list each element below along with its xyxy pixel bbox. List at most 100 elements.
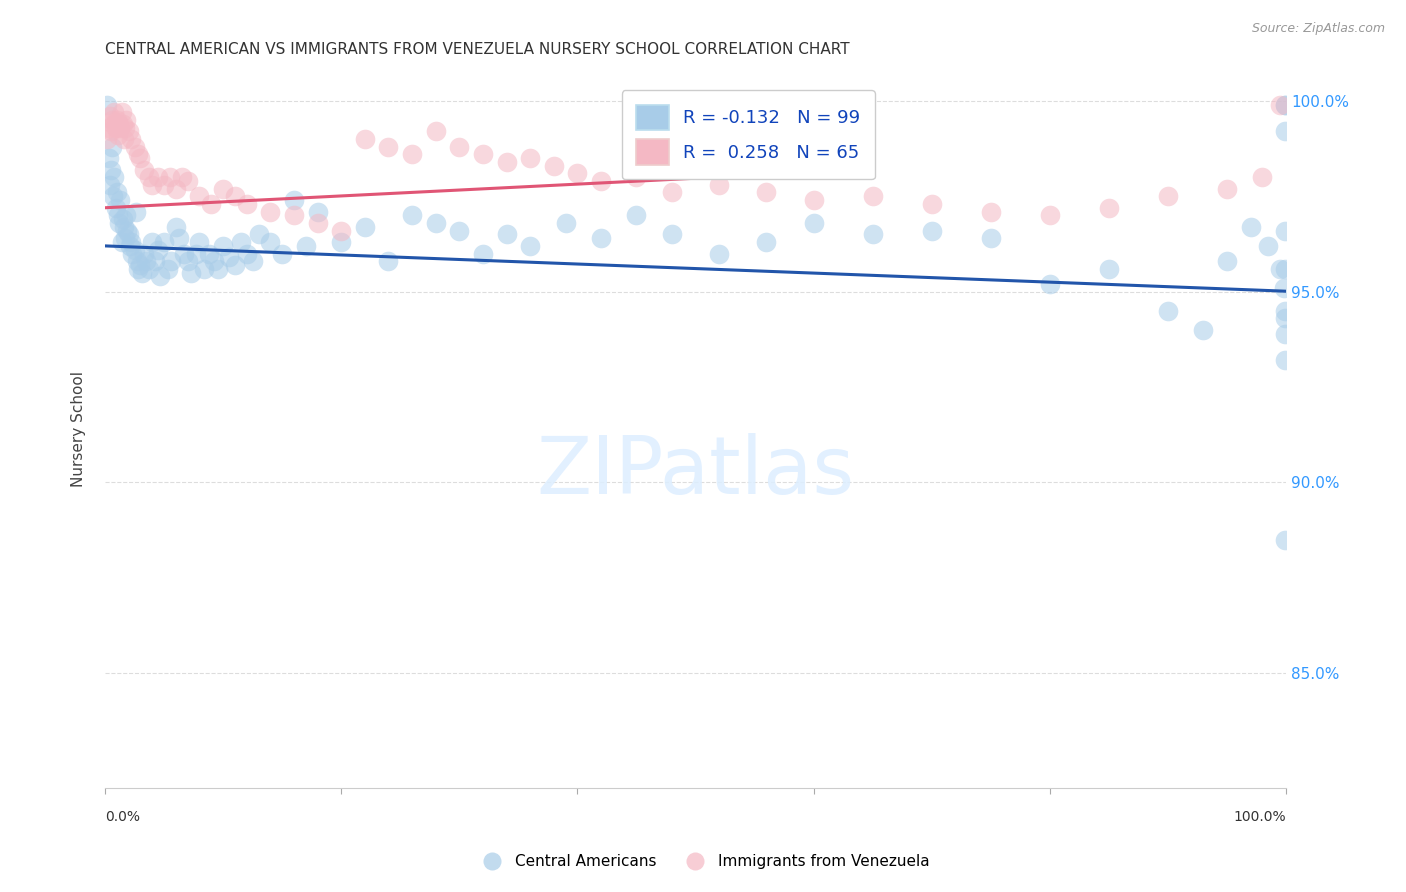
Point [449,139,471,153]
Point [1274,353,1296,368]
Point [115,113,138,128]
Legend: Central Americans, Immigrants from Venezuela: Central Americans, Immigrants from Venez… [471,848,935,875]
Point [146,170,169,185]
Point [259,235,281,249]
Point [165,182,187,196]
Point [104,201,127,215]
Point [1274,261,1296,276]
Point [626,208,648,222]
Point [212,239,235,253]
Point [353,219,375,234]
Point [330,224,353,238]
Point [242,254,264,268]
Point [107,128,129,143]
Point [117,227,139,242]
Point [117,224,139,238]
Point [198,246,221,260]
Point [170,170,193,185]
Point [207,261,229,276]
Point [803,216,825,230]
Text: Source: ZipAtlas.com: Source: ZipAtlas.com [1251,22,1385,36]
Point [519,239,541,253]
Point [138,170,160,185]
Point [1098,261,1121,276]
Point [543,159,565,173]
Point [1274,303,1296,318]
Y-axis label: Nursery School: Nursery School [72,371,86,487]
Point [108,117,131,131]
Point [104,120,127,135]
Point [108,216,131,230]
Point [1157,303,1180,318]
Point [1272,281,1295,295]
Point [495,155,517,169]
Point [103,189,125,203]
Point [307,204,329,219]
Point [101,113,124,128]
Point [626,170,648,185]
Point [862,227,884,242]
Text: CENTRAL AMERICAN VS IMMIGRANTS FROM VENEZUELA NURSERY SCHOOL CORRELATION CHART: CENTRAL AMERICAN VS IMMIGRANTS FROM VENE… [105,42,849,57]
Point [103,117,125,131]
Point [153,235,176,249]
Point [176,254,198,268]
Point [180,266,202,280]
Point [141,178,163,192]
Point [294,239,316,253]
Point [138,261,160,276]
Point [425,124,447,138]
Point [567,166,589,180]
Point [160,254,183,268]
Point [105,186,128,200]
Point [184,246,207,260]
Point [141,235,163,249]
Point [110,235,132,249]
Point [1216,254,1239,268]
Point [118,239,141,253]
Point [471,147,494,161]
Point [121,246,143,260]
Point [283,193,305,207]
Point [212,182,235,196]
Point [1274,124,1296,138]
Point [980,204,1002,219]
Text: 0.0%: 0.0% [105,811,141,824]
Point [98,178,121,192]
Point [271,246,294,260]
Point [377,254,399,268]
Point [1039,208,1062,222]
Point [169,231,191,245]
Point [330,235,353,249]
Point [229,235,252,249]
Point [115,208,138,222]
Point [188,189,211,203]
Point [103,105,125,120]
Point [661,186,683,200]
Point [283,208,305,222]
Point [1268,97,1291,112]
Point [519,151,541,165]
Point [200,197,222,211]
Point [127,147,149,161]
Point [98,109,121,123]
Point [401,208,423,222]
Point [132,246,155,260]
Point [112,219,135,234]
Point [143,254,166,268]
Point [153,178,176,192]
Point [707,246,730,260]
Point [247,227,270,242]
Point [401,147,423,161]
Point [188,235,211,249]
Point [129,151,152,165]
Point [135,254,157,268]
Point [1251,170,1274,185]
Point [114,231,136,245]
Point [110,193,132,207]
Point [224,258,246,272]
Point [921,224,943,238]
Point [159,170,181,185]
Point [101,139,124,153]
Point [1157,189,1180,203]
Point [803,193,825,207]
